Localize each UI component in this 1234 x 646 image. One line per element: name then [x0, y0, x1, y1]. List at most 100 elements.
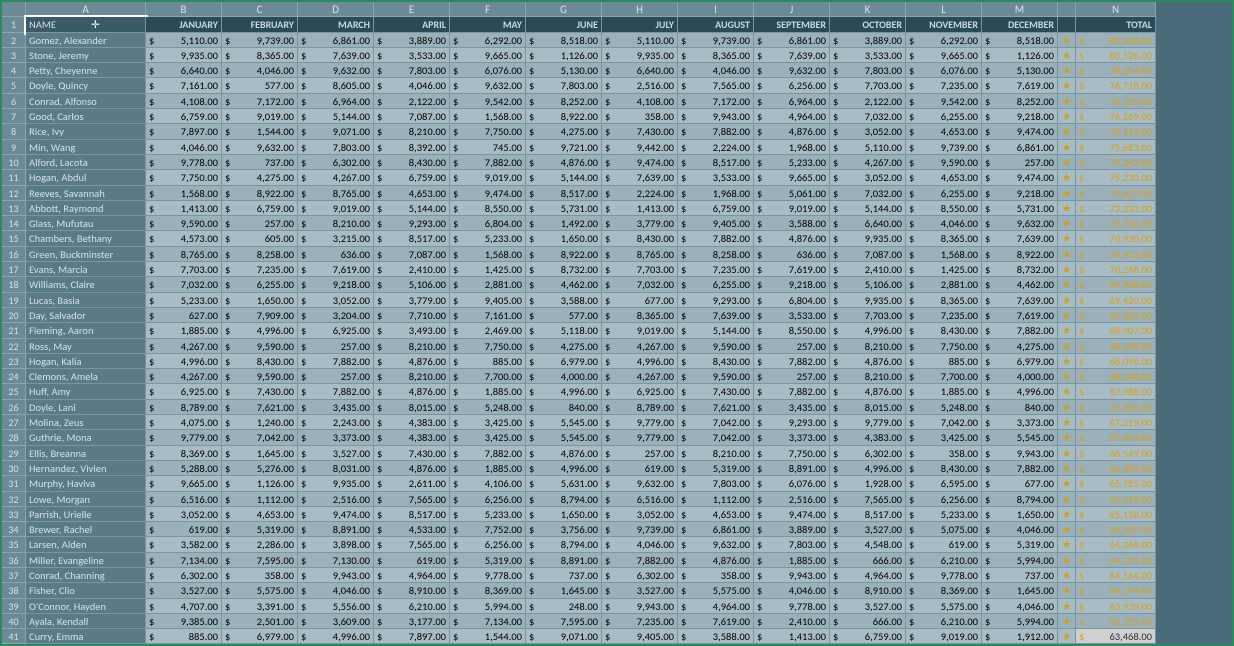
data-cell[interactable]: 9,071.00 — [526, 629, 602, 644]
data-cell[interactable]: 4,108.00 — [602, 94, 678, 109]
column-header-G[interactable]: G — [526, 2, 602, 17]
data-cell[interactable]: 7,750.00 — [450, 339, 526, 354]
data-cell[interactable]: 9,071.00 — [298, 124, 374, 139]
data-cell[interactable]: 4,996.00 — [982, 384, 1058, 399]
data-cell[interactable]: 8,891.00 — [526, 553, 602, 568]
data-cell[interactable]: 1,650.00 — [222, 293, 298, 308]
data-cell[interactable]: 9,632.00 — [982, 216, 1058, 231]
column-header-H[interactable]: H — [602, 2, 678, 17]
data-cell[interactable]: 358.00 — [906, 446, 982, 461]
header-total[interactable]: TOTAL — [1076, 17, 1156, 32]
name-cell[interactable]: Fleming, Aaron — [26, 323, 146, 338]
data-cell[interactable]: 7,235.00 — [906, 308, 982, 323]
total-cell[interactable]: 75,343.00 — [1076, 155, 1156, 170]
data-cell[interactable]: 8,210.00 — [830, 339, 906, 354]
data-cell[interactable]: 9,739.00 — [678, 33, 754, 48]
row-header-18[interactable]: 18 — [2, 277, 26, 292]
data-cell[interactable]: 257.00 — [602, 446, 678, 461]
data-cell[interactable]: 5,994.00 — [982, 614, 1058, 629]
data-cell[interactable]: 5,118.00 — [526, 323, 602, 338]
data-cell[interactable]: 7,752.00 — [450, 522, 526, 537]
data-cell[interactable]: 3,609.00 — [298, 614, 374, 629]
data-cell[interactable]: 4,267.00 — [602, 369, 678, 384]
data-cell[interactable]: 6,292.00 — [450, 33, 526, 48]
data-cell[interactable]: 8,765.00 — [602, 247, 678, 262]
data-cell[interactable]: 2,224.00 — [602, 186, 678, 201]
data-cell[interactable]: 4,046.00 — [602, 537, 678, 552]
data-cell[interactable]: 248.00 — [526, 599, 602, 614]
data-cell[interactable]: 3,435.00 — [298, 400, 374, 415]
data-cell[interactable]: 9,632.00 — [754, 63, 830, 78]
data-cell[interactable]: 9,218.00 — [982, 109, 1058, 124]
data-cell[interactable]: 7,803.00 — [298, 140, 374, 155]
data-cell[interactable]: 6,861.00 — [678, 522, 754, 537]
data-cell[interactable]: 1,885.00 — [754, 553, 830, 568]
data-cell[interactable]: 5,233.00 — [450, 507, 526, 522]
total-cell[interactable]: 67,988.00 — [1076, 384, 1156, 399]
data-cell[interactable]: 4,876.00 — [374, 384, 450, 399]
header-name[interactable]: NAME✛ — [26, 17, 146, 32]
data-cell[interactable]: 745.00 — [450, 140, 526, 155]
data-cell[interactable]: 4,653.00 — [906, 124, 982, 139]
data-cell[interactable]: 3,052.00 — [830, 124, 906, 139]
data-cell[interactable]: 8,517.00 — [374, 507, 450, 522]
data-cell[interactable]: 9,590.00 — [678, 339, 754, 354]
total-cell[interactable]: 65,158.00 — [1076, 507, 1156, 522]
data-cell[interactable]: 2,410.00 — [754, 614, 830, 629]
data-cell[interactable]: 4,108.00 — [146, 94, 222, 109]
row-header-28[interactable]: 28 — [2, 430, 26, 445]
data-cell[interactable]: 8,550.00 — [754, 323, 830, 338]
data-cell[interactable]: 3,527.00 — [146, 583, 222, 598]
data-cell[interactable]: 9,019.00 — [906, 629, 982, 644]
data-cell[interactable]: 4,275.00 — [982, 339, 1058, 354]
data-cell[interactable]: 3,588.00 — [526, 293, 602, 308]
data-cell[interactable]: 9,778.00 — [450, 568, 526, 583]
data-cell[interactable]: 7,235.00 — [602, 614, 678, 629]
data-cell[interactable]: 7,639.00 — [602, 170, 678, 185]
data-cell[interactable]: 4,267.00 — [830, 155, 906, 170]
column-header-E[interactable]: E — [374, 2, 450, 17]
data-cell[interactable]: 9,293.00 — [754, 415, 830, 430]
data-cell[interactable]: 7,882.00 — [298, 354, 374, 369]
data-cell[interactable]: 4,653.00 — [374, 186, 450, 201]
data-cell[interactable]: 1,544.00 — [222, 124, 298, 139]
data-cell[interactable]: 4,383.00 — [374, 415, 450, 430]
data-cell[interactable]: 9,779.00 — [146, 430, 222, 445]
data-cell[interactable]: 1,645.00 — [526, 583, 602, 598]
data-cell[interactable]: 7,565.00 — [374, 492, 450, 507]
name-cell[interactable]: Ross, May — [26, 339, 146, 354]
data-cell[interactable]: 1,126.00 — [982, 48, 1058, 63]
data-cell[interactable]: 9,590.00 — [146, 216, 222, 231]
header-month-8[interactable]: AUGUST — [678, 17, 754, 32]
data-cell[interactable]: 7,882.00 — [678, 231, 754, 246]
total-cell[interactable]: 75,230.00 — [1076, 170, 1156, 185]
data-cell[interactable]: 4,876.00 — [526, 446, 602, 461]
data-cell[interactable]: 4,383.00 — [374, 430, 450, 445]
data-cell[interactable]: 1,413.00 — [754, 629, 830, 644]
data-cell[interactable]: 7,565.00 — [830, 492, 906, 507]
data-cell[interactable]: 8,910.00 — [374, 583, 450, 598]
total-cell[interactable]: 69,420.00 — [1076, 293, 1156, 308]
data-cell[interactable]: 8,430.00 — [906, 461, 982, 476]
total-cell[interactable]: 69,908.00 — [1076, 277, 1156, 292]
data-cell[interactable]: 3,435.00 — [754, 400, 830, 415]
data-cell[interactable]: 7,882.00 — [450, 155, 526, 170]
header-month-1[interactable]: JANUARY — [146, 17, 222, 32]
data-cell[interactable]: 4,046.00 — [982, 522, 1058, 537]
data-cell[interactable]: 9,019.00 — [298, 201, 374, 216]
total-cell[interactable]: 63,535.00 — [1076, 614, 1156, 629]
data-cell[interactable]: 9,474.00 — [298, 507, 374, 522]
data-cell[interactable]: 7,595.00 — [526, 614, 602, 629]
data-cell[interactable]: 5,319.00 — [450, 553, 526, 568]
data-cell[interactable]: 9,405.00 — [450, 293, 526, 308]
data-cell[interactable]: 4,996.00 — [526, 384, 602, 399]
data-cell[interactable]: 4,046.00 — [906, 216, 982, 231]
data-cell[interactable]: 3,391.00 — [222, 599, 298, 614]
data-cell[interactable]: 5,075.00 — [906, 522, 982, 537]
data-cell[interactable]: 6,302.00 — [146, 568, 222, 583]
name-cell[interactable]: O'Connor, Hayden — [26, 599, 146, 614]
name-cell[interactable]: Day, Salvador — [26, 308, 146, 323]
data-cell[interactable]: 257.00 — [222, 216, 298, 231]
data-cell[interactable]: 2,243.00 — [298, 415, 374, 430]
row-header-8[interactable]: 8 — [2, 124, 26, 139]
